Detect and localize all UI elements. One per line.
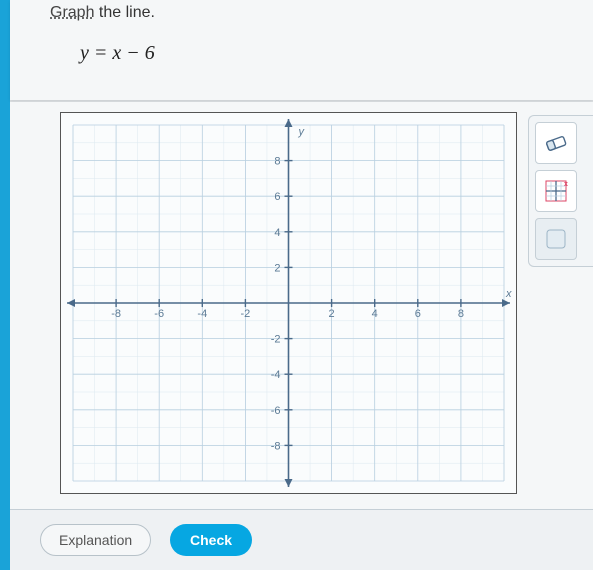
svg-text:-6: -6: [154, 308, 164, 320]
eraser-tool[interactable]: [535, 122, 577, 164]
accent-sidebar: [0, 0, 10, 570]
svg-text:x: x: [505, 288, 512, 300]
check-button[interactable]: Check: [170, 524, 252, 556]
action-bar: Explanation Check: [10, 509, 593, 570]
svg-text:-2: -2: [241, 308, 251, 320]
svg-text:x: x: [564, 181, 568, 188]
grid-svg[interactable]: 2 2 4 4 6 6 8 8 -2 -2 -4 -4 -6 -6 -8 -8 y x: [61, 113, 516, 493]
help-tool[interactable]: [535, 218, 577, 260]
svg-text:6: 6: [415, 308, 421, 320]
svg-text:y: y: [298, 126, 306, 138]
svg-text:8: 8: [458, 308, 464, 320]
question-panel: Graph the line. y = x − 6: [10, 0, 593, 100]
svg-text:-8: -8: [271, 440, 281, 452]
svg-text:4: 4: [274, 227, 280, 239]
help-icon: [545, 228, 567, 250]
svg-text:6: 6: [274, 191, 280, 203]
grid-reset-icon: x: [543, 178, 569, 204]
instruction-verb: Graph: [50, 4, 94, 21]
equation-text: y = x − 6: [80, 42, 155, 65]
svg-text:-4: -4: [197, 308, 207, 320]
svg-text:-2: -2: [271, 334, 281, 346]
grid-reset-tool[interactable]: x: [535, 170, 577, 212]
svg-text:2: 2: [274, 262, 280, 274]
tool-palette: x: [528, 115, 593, 267]
workspace-panel: 2 2 4 4 6 6 8 8 -2 -2 -4 -4 -6 -6 -8 -8 y x: [10, 102, 593, 510]
coordinate-grid[interactable]: 2 2 4 4 6 6 8 8 -2 -2 -4 -4 -6 -6 -8 -8 y x: [60, 112, 517, 494]
svg-text:8: 8: [274, 156, 280, 168]
svg-text:4: 4: [372, 308, 378, 320]
instruction-text: Graph the line.: [50, 4, 155, 22]
explanation-button[interactable]: Explanation: [40, 524, 151, 556]
svg-text:-4: -4: [271, 369, 281, 381]
eraser-icon: [543, 133, 569, 153]
svg-text:-6: -6: [271, 405, 281, 417]
svg-text:2: 2: [329, 308, 335, 320]
svg-text:-8: -8: [111, 308, 121, 320]
instruction-rest: the line.: [94, 4, 154, 21]
